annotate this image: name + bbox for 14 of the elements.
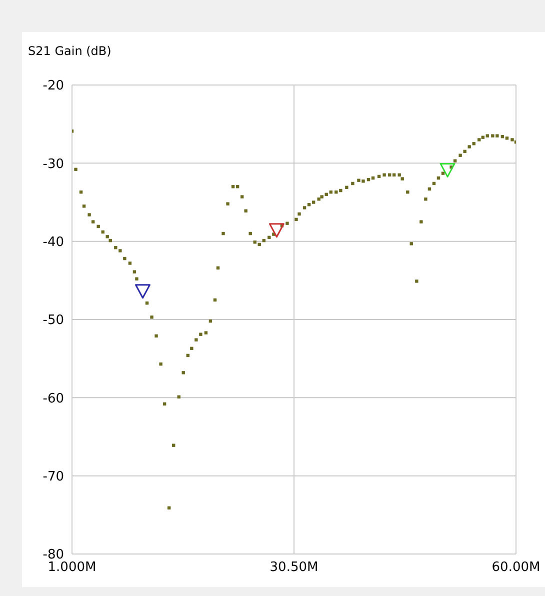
y-tick-label: -20: [42, 78, 64, 94]
y-axis-title: S21 Gain (dB): [28, 44, 112, 58]
y-tick-label: -50: [42, 313, 64, 328]
y-tick-label: -70: [42, 469, 64, 484]
y-tick-label: -40: [42, 234, 64, 250]
y-tick-label: -60: [42, 391, 64, 406]
x-tick-label: 1.000M: [48, 560, 96, 576]
point: [440, 162, 456, 178]
x-tick-label: 60.00M: [492, 560, 540, 576]
y-tick-label: -30: [42, 156, 64, 172]
point: [134, 284, 150, 299]
point: [268, 223, 284, 238]
x-tick-label: 30.50M: [270, 560, 318, 576]
y-tick-label: -80: [42, 548, 64, 563]
